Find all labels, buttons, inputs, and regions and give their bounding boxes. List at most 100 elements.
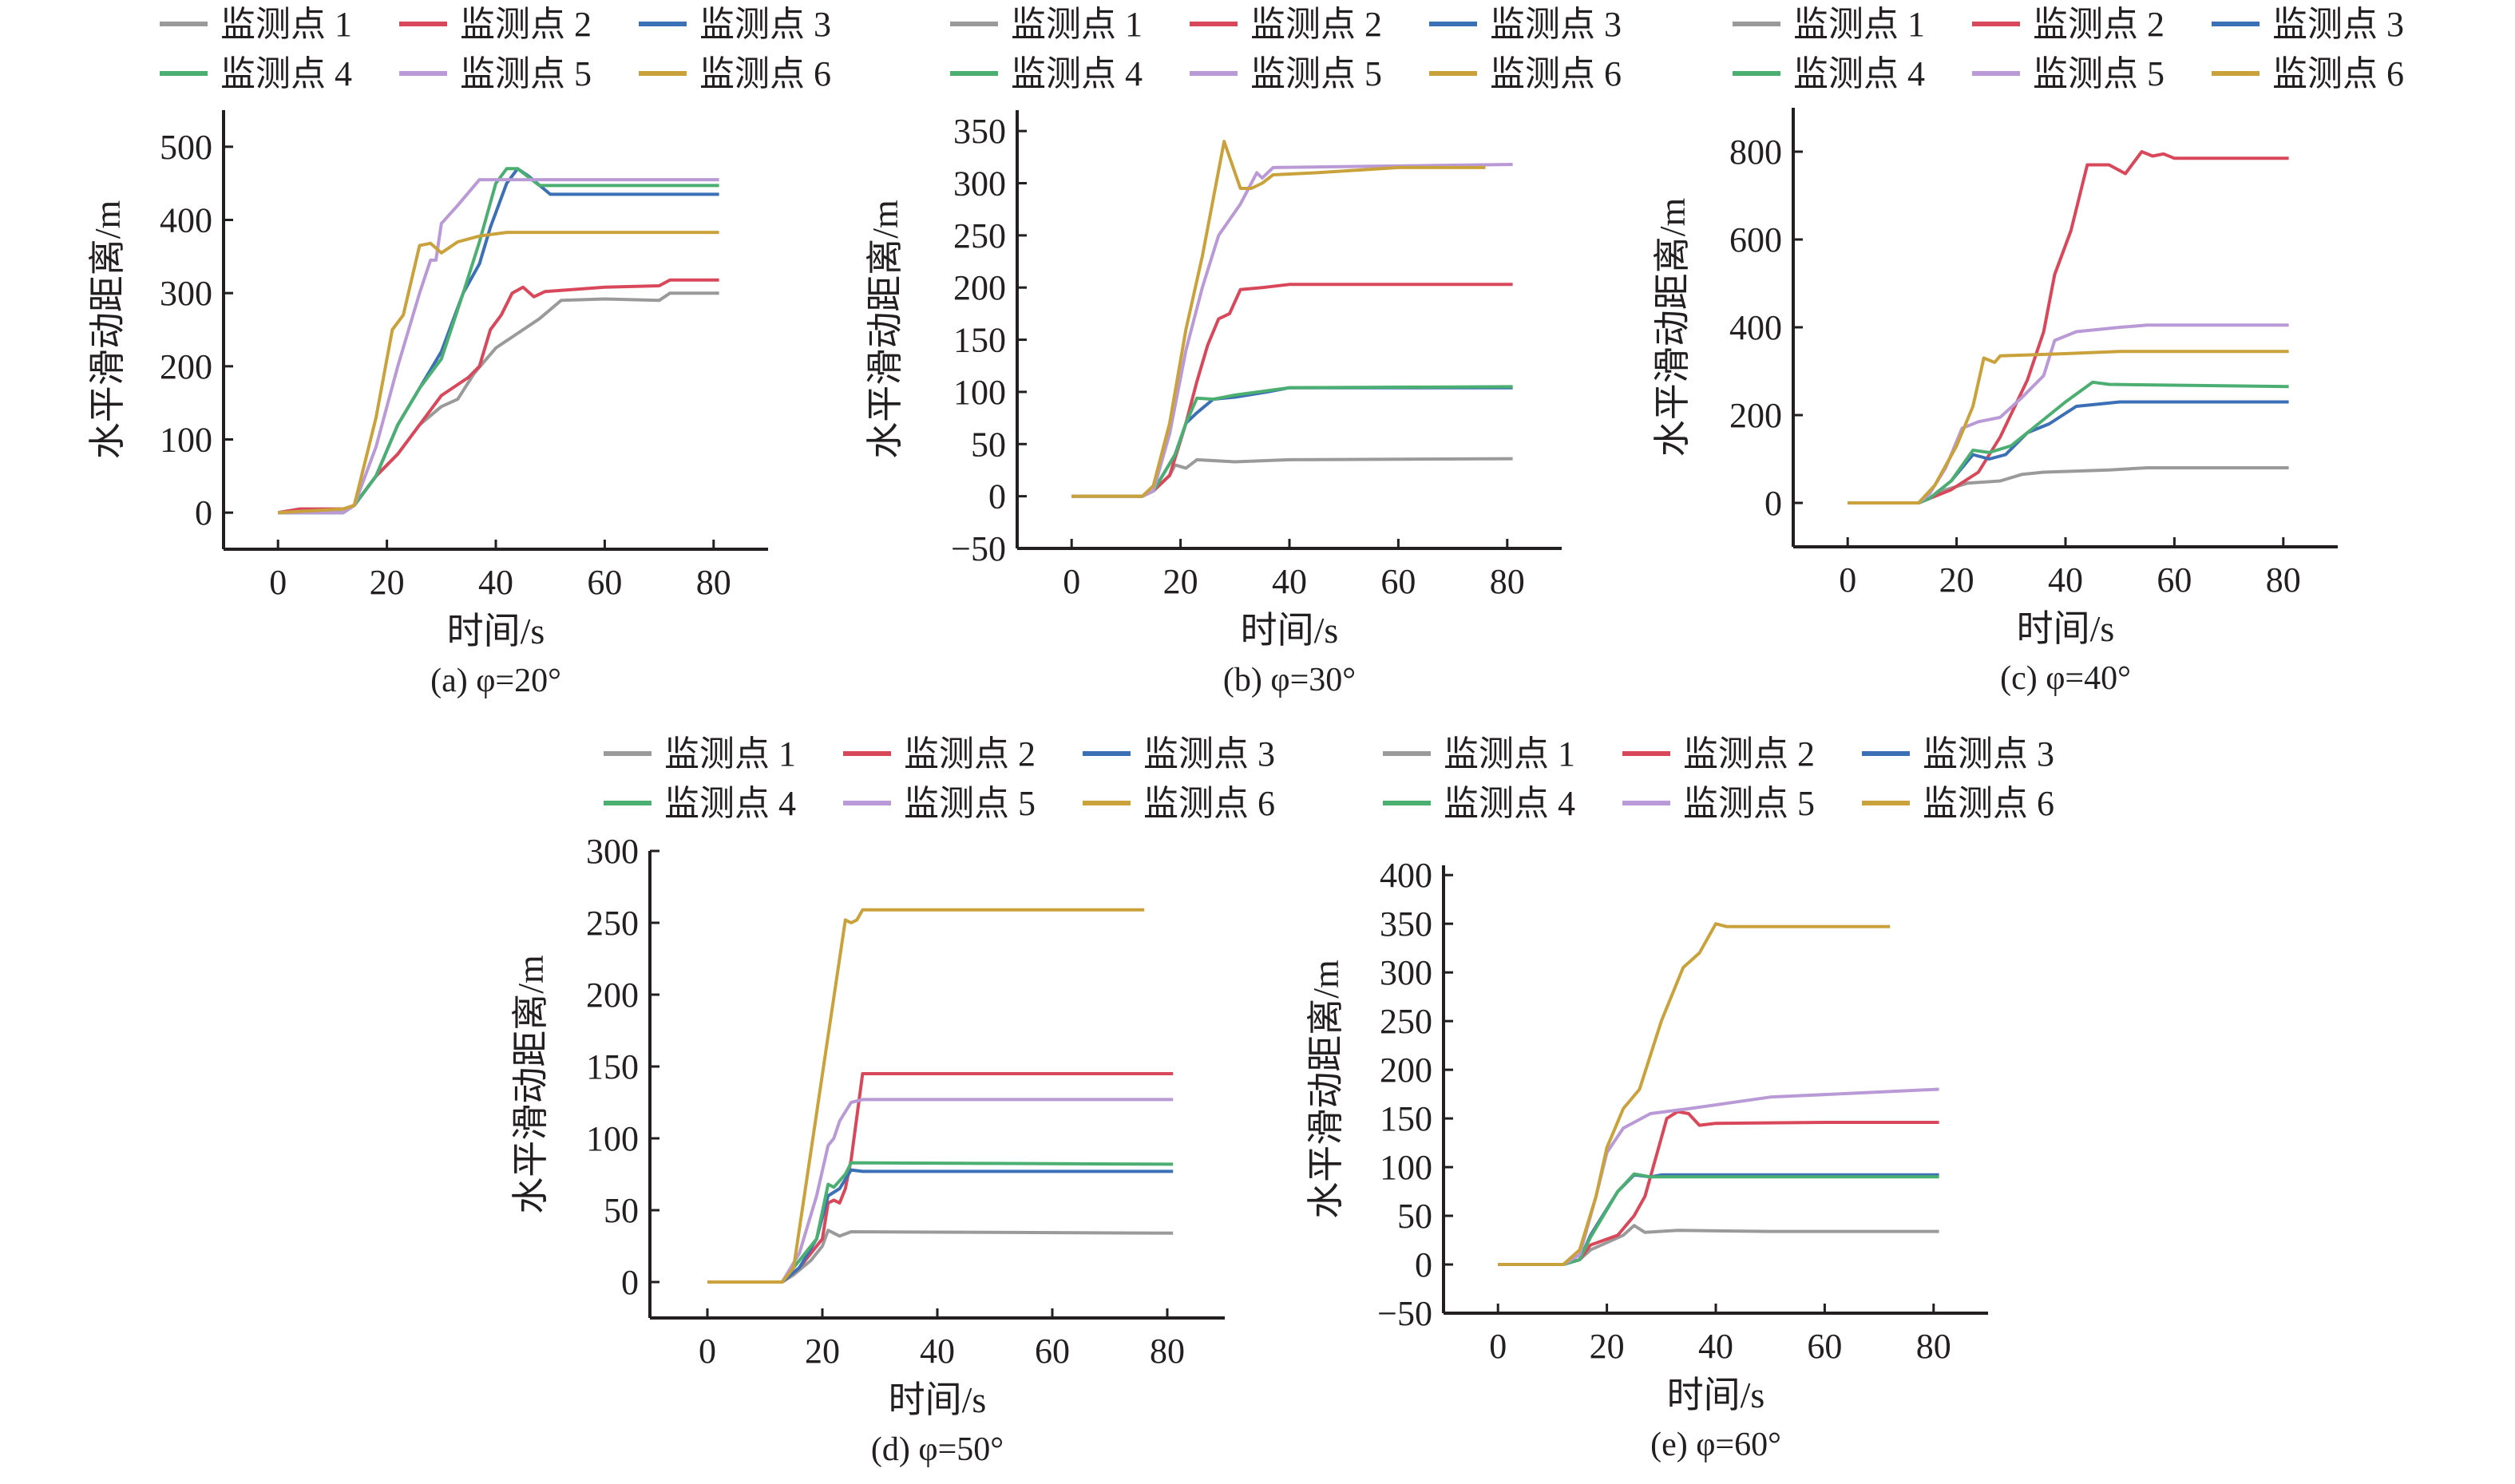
y-axis-label: 水平滑动距离/m <box>1305 960 1346 1219</box>
y-tick-label: 300 <box>1380 953 1432 992</box>
y-tick-label: 800 <box>1729 133 1782 172</box>
x-tick-label: 60 <box>1807 1327 1842 1366</box>
y-tick-label: 200 <box>586 975 639 1015</box>
y-tick-label: 300 <box>953 164 1006 204</box>
chart-panel-d: 监测点 1 监测点 2 监测点 3 监测点 4 监测点 5 监测点 6 0 50 100 150 2… <box>510 734 1275 1468</box>
legend-label: 监测点 5 <box>2033 54 2164 93</box>
y-axis-label: 水平滑动距离/m <box>1652 198 1693 457</box>
chart-caption: (a) φ=20° <box>430 663 561 699</box>
y-tick-label: 0 <box>1764 484 1782 523</box>
legend-label: 监测点 1 <box>1444 734 1575 774</box>
x-tick-label: 20 <box>1590 1327 1625 1366</box>
y-tick-label: 100 <box>1380 1148 1432 1187</box>
y-tick-label: 100 <box>586 1119 639 1158</box>
chart-caption: (d) φ=50° <box>871 1431 1004 1468</box>
series-line <box>1848 466 2289 505</box>
y-tick-label: 100 <box>160 421 212 460</box>
series-line <box>707 908 1145 1284</box>
legend: 监测点 1 监测点 2 监测点 3 监测点 4 监测点 5 监测点 6 <box>160 5 831 93</box>
legend-label: 监测点 6 <box>1143 784 1275 823</box>
series-line <box>278 231 719 515</box>
legend-label: 监测点 2 <box>2033 5 2164 44</box>
series-line <box>1071 163 1513 498</box>
y-tick-label: 0 <box>621 1263 639 1302</box>
y-tick-label: 350 <box>953 112 1006 151</box>
series-line <box>1848 350 2289 505</box>
series-line <box>1848 380 2289 505</box>
legend-label: 监测点 1 <box>1011 5 1143 44</box>
y-tick-label: 300 <box>160 274 212 313</box>
chart-caption: (b) φ=30° <box>1223 662 1356 698</box>
legend-label: 监测点 4 <box>220 54 352 93</box>
x-tick-label: 40 <box>1698 1327 1733 1366</box>
y-tick-label: 50 <box>971 425 1006 464</box>
y-tick-label: 50 <box>1397 1197 1432 1236</box>
x-tick-label: 20 <box>1163 562 1198 601</box>
series-line <box>1498 1224 1939 1266</box>
x-axis-label: 时间/s <box>1241 610 1339 651</box>
legend-label: 监测点 1 <box>664 734 796 774</box>
series-line <box>1848 150 2289 505</box>
legend-label: 监测点 3 <box>699 5 831 44</box>
legend-label: 监测点 5 <box>1250 54 1382 93</box>
series-line <box>1071 386 1513 498</box>
x-tick-label: 0 <box>269 563 287 602</box>
series-line <box>1498 1173 1939 1266</box>
series-line <box>278 167 719 515</box>
series-line <box>707 1098 1174 1284</box>
x-tick-label: 80 <box>1150 1332 1185 1371</box>
y-tick-label: 200 <box>953 268 1006 307</box>
y-tick-label: −50 <box>1377 1294 1432 1333</box>
x-tick-label: 80 <box>1916 1327 1951 1366</box>
y-tick-label: 250 <box>586 904 639 943</box>
legend-label: 监测点 6 <box>2272 54 2404 93</box>
series-line <box>1071 385 1513 498</box>
series-line <box>277 291 719 515</box>
x-tick-label: 80 <box>696 563 731 602</box>
legend-label: 监测点 6 <box>699 54 831 93</box>
legend-label: 监测点 3 <box>2272 5 2404 44</box>
x-tick-label: 60 <box>1380 562 1416 601</box>
legend: 监测点 1 监测点 2 监测点 3 监测点 4 监测点 5 监测点 6 <box>1383 734 2054 823</box>
legend: 监测点 1 监测点 2 监测点 3 监测点 4 监测点 5 监测点 6 <box>1733 5 2404 93</box>
x-tick-label: 0 <box>699 1332 716 1371</box>
y-axis-label: 水平滑动距离/m <box>510 955 551 1214</box>
chart-panel-e: 监测点 1 监测点 2 监测点 3 监测点 4 监测点 5 监测点 6 −50 0 50 100 1… <box>1305 734 2054 1463</box>
y-axis-label: 水平滑动距离/m <box>865 200 905 459</box>
legend-label: 监测点 5 <box>460 54 592 93</box>
x-tick-label: 0 <box>1489 1327 1507 1366</box>
x-tick-label: 20 <box>370 563 405 602</box>
series-line <box>277 278 719 515</box>
x-tick-label: 60 <box>2157 560 2192 600</box>
y-tick-label: 400 <box>160 201 212 240</box>
y-tick-label: 0 <box>988 477 1006 516</box>
series-line <box>1498 922 1891 1266</box>
y-axis-label: 水平滑动距离/m <box>87 200 128 460</box>
series-line <box>1498 1172 1939 1266</box>
x-tick-label: 40 <box>920 1332 955 1371</box>
y-tick-label: 200 <box>1380 1051 1432 1090</box>
y-tick-label: 300 <box>586 832 639 871</box>
legend: 监测点 1 监测点 2 监测点 3 监测点 4 监测点 5 监测点 6 <box>604 734 1275 823</box>
legend-label: 监测点 4 <box>1444 784 1575 823</box>
legend-label: 监测点 5 <box>904 784 1036 823</box>
legend-label: 监测点 6 <box>1923 784 2054 823</box>
y-tick-label: 50 <box>604 1191 639 1230</box>
legend-label: 监测点 1 <box>1793 5 1925 44</box>
y-tick-label: 150 <box>1380 1099 1432 1138</box>
y-tick-label: 250 <box>1380 1002 1432 1041</box>
legend-label: 监测点 3 <box>1143 734 1275 774</box>
y-tick-label: 500 <box>160 128 212 167</box>
y-tick-label: 250 <box>953 216 1006 255</box>
y-tick-label: 200 <box>1729 396 1782 435</box>
y-tick-label: 150 <box>953 321 1006 360</box>
legend-label: 监测点 6 <box>1490 54 1622 93</box>
legend: 监测点 1 监测点 2 监测点 3 监测点 4 监测点 5 监测点 6 <box>950 5 1622 93</box>
legend-label: 监测点 3 <box>1923 734 2054 774</box>
y-tick-label: 350 <box>1380 904 1432 944</box>
x-axis-label: 时间/s <box>1667 1375 1765 1415</box>
legend-label: 监测点 4 <box>664 784 796 823</box>
legend-label: 监测点 2 <box>1683 734 1815 774</box>
